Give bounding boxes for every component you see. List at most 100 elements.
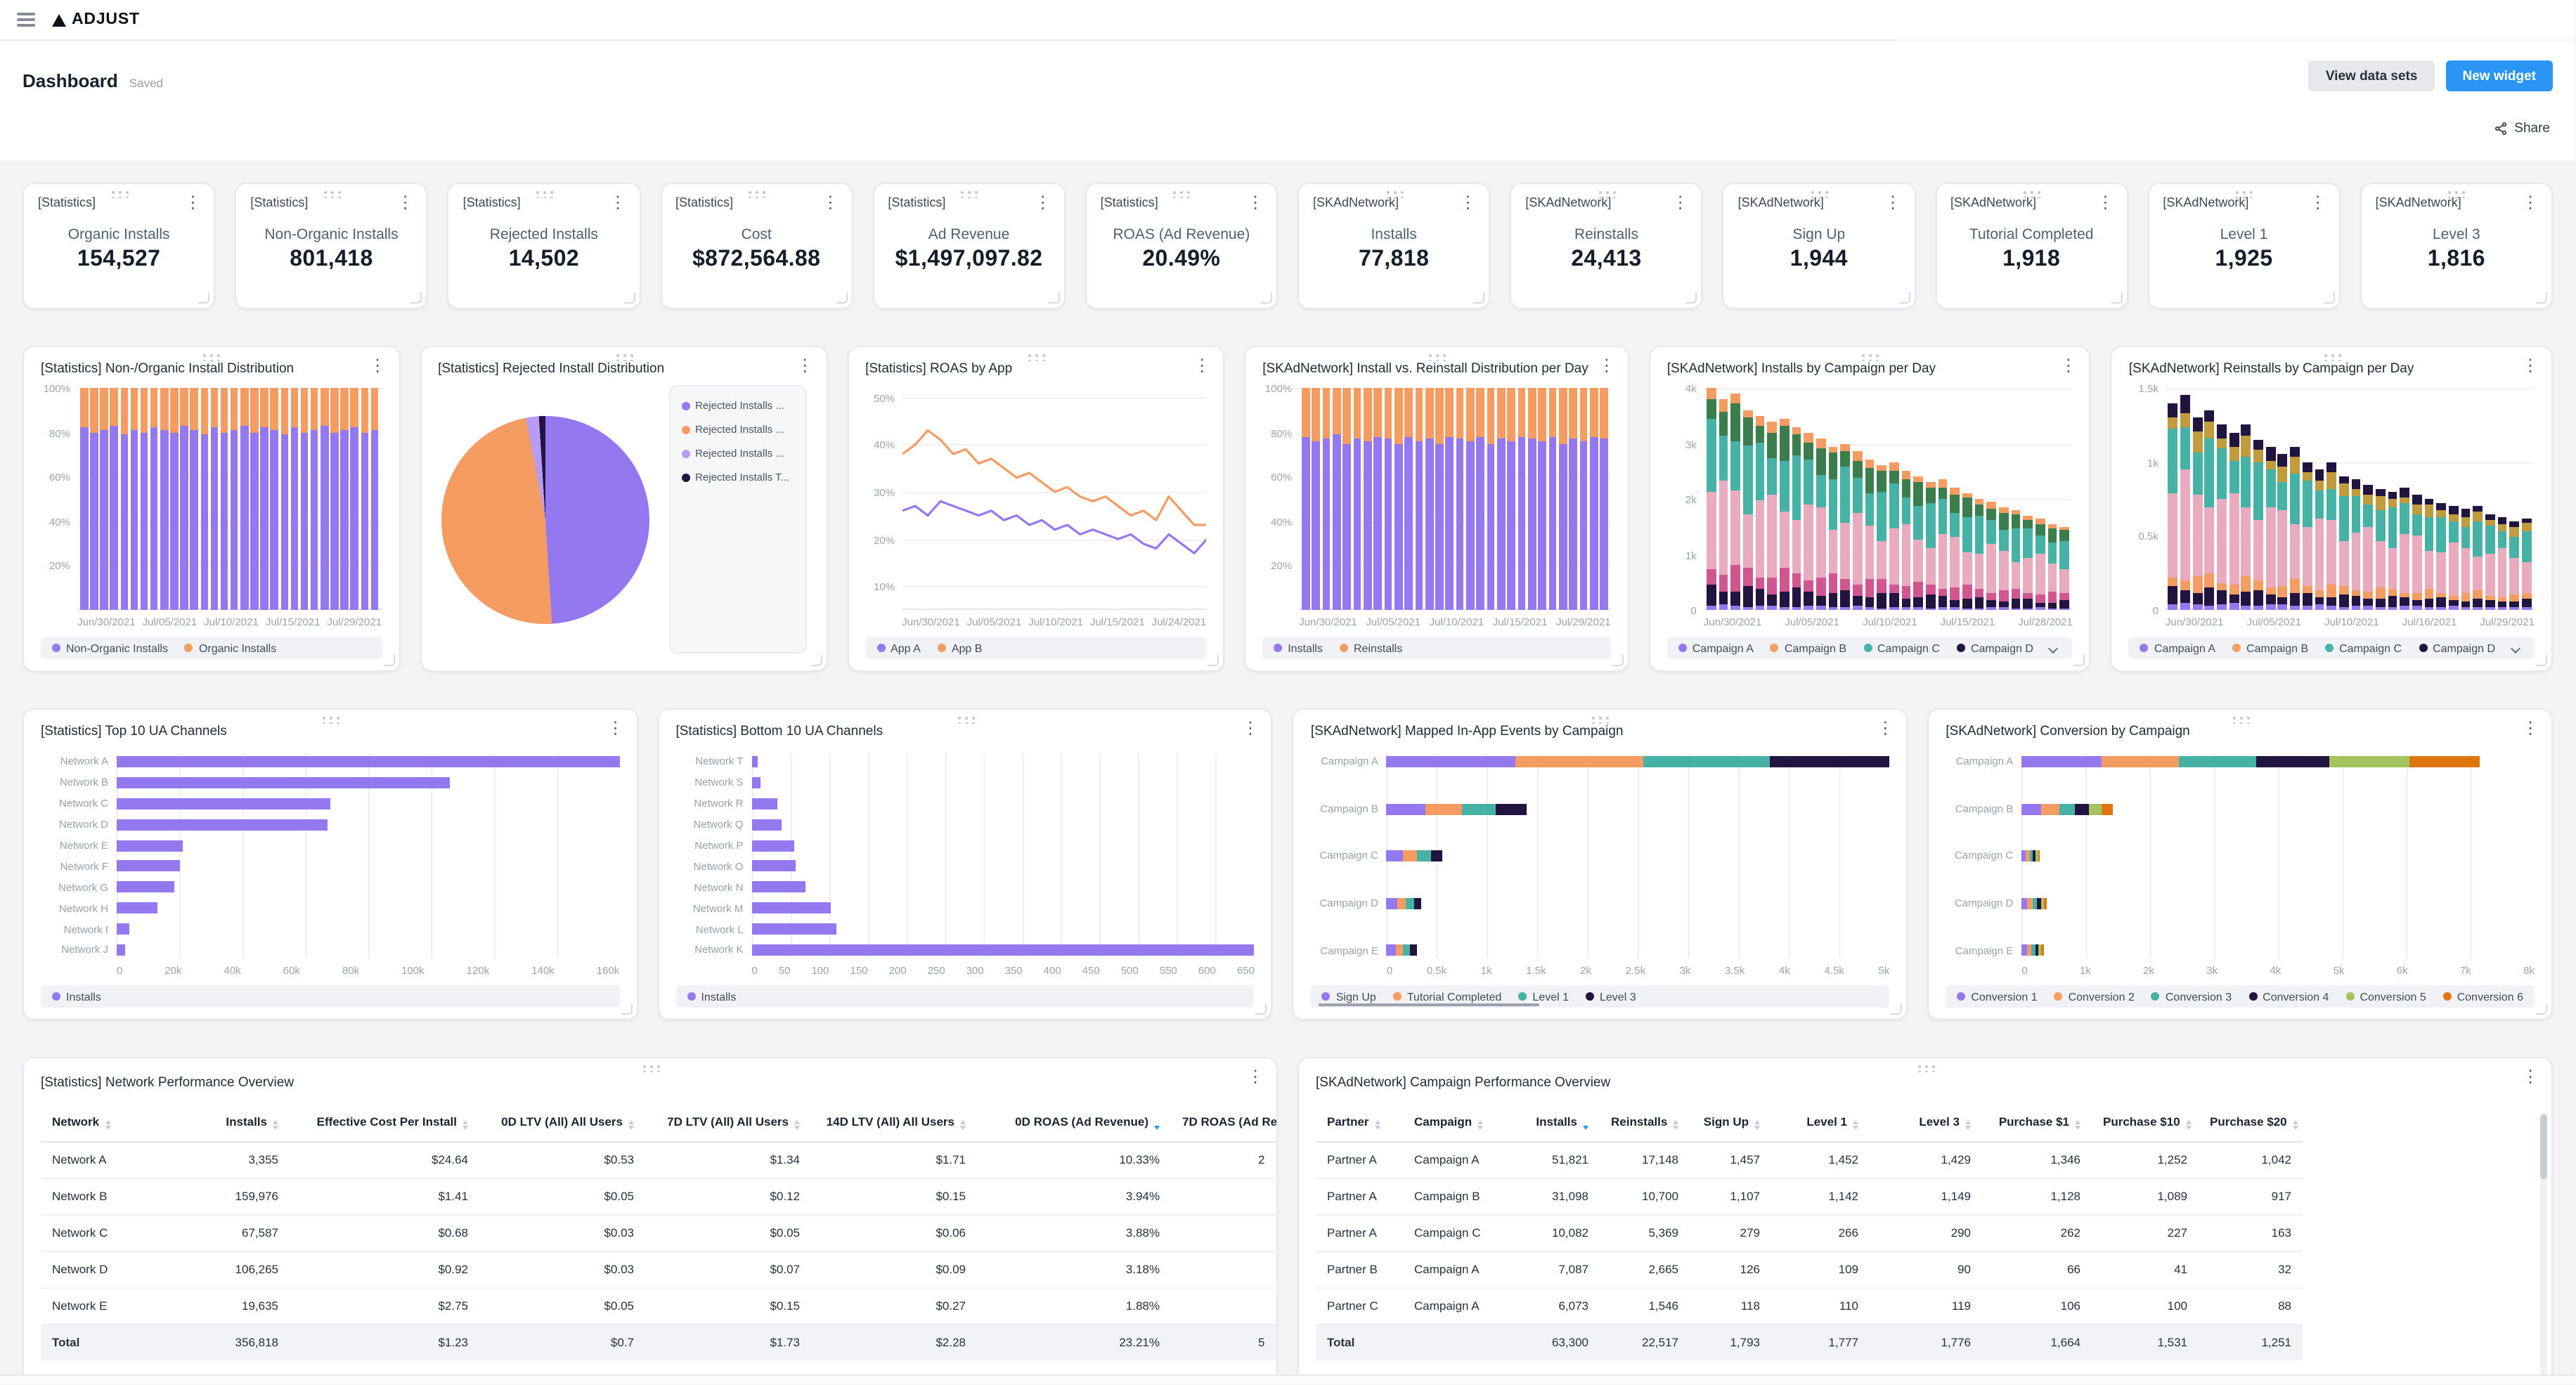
drag-handle[interactable] [1590, 715, 1610, 724]
legend-item[interactable]: Rejected Installs T... [681, 471, 794, 483]
drag-handle[interactable] [109, 190, 129, 198]
legend-item[interactable]: Rejected Installs ... [681, 423, 794, 436]
legend-item[interactable]: Level 1 [1518, 990, 1569, 1003]
legend-item[interactable]: Conversion 2 [2054, 990, 2135, 1003]
drag-handle[interactable] [320, 715, 340, 724]
drag-handle[interactable] [2021, 190, 2042, 198]
drag-handle[interactable] [2446, 190, 2466, 198]
resize-handle[interactable] [1891, 1003, 1903, 1015]
resize-handle[interactable] [1685, 292, 1697, 304]
resize-handle[interactable] [1261, 292, 1272, 304]
legend-item[interactable]: Installs [52, 990, 101, 1003]
card-menu-button[interactable]: ⋮ [1241, 718, 1259, 738]
drag-handle[interactable] [1025, 353, 1046, 361]
column-header[interactable]: 0D LTV (All) All Users [479, 1105, 645, 1142]
card-menu-button[interactable]: ⋮ [1247, 193, 1264, 212]
legend-item[interactable]: Campaign A [2140, 642, 2215, 654]
card-menu-button[interactable]: ⋮ [796, 356, 814, 375]
legend-item[interactable]: Conversion 3 [2151, 990, 2232, 1003]
card-menu-button[interactable]: ⋮ [369, 356, 387, 375]
legend-item[interactable]: Conversion 5 [2345, 990, 2426, 1003]
card-menu-button[interactable]: ⋮ [1247, 1067, 1264, 1086]
legend-item[interactable]: App A [876, 642, 921, 654]
chevron-down-icon[interactable] [2510, 642, 2521, 654]
table-container[interactable]: Partner Campaign Installs Reinstalls Sign Up… [1316, 1105, 2551, 1360]
drag-handle[interactable] [1860, 353, 1880, 361]
column-header[interactable]: Installs [1513, 1105, 1600, 1142]
card-menu-button[interactable]: ⋮ [2059, 356, 2077, 375]
resize-handle[interactable] [810, 655, 822, 666]
card-menu-button[interactable]: ⋮ [396, 193, 414, 212]
column-header[interactable]: Sign Up [1690, 1105, 1771, 1142]
card-menu-button[interactable]: ⋮ [609, 193, 626, 212]
resize-handle[interactable] [1473, 292, 1485, 304]
horizontal-scrollbar[interactable] [0, 1374, 2575, 1384]
resize-handle[interactable] [2536, 655, 2547, 666]
drag-handle[interactable] [955, 715, 976, 724]
column-header[interactable]: Purchase $10 [2092, 1105, 2199, 1142]
card-menu-button[interactable]: ⋮ [1884, 193, 1901, 212]
column-header[interactable]: Purchase $20 [2199, 1105, 2303, 1142]
share-button[interactable]: Share [2493, 121, 2550, 136]
column-header[interactable]: 0D ROAS (Ad Revenue) [977, 1105, 1171, 1142]
adjust-logo[interactable]: ADJUST [52, 11, 140, 28]
resize-handle[interactable] [198, 292, 210, 304]
legend-scrollbar-thumb[interactable] [1319, 1003, 1539, 1006]
drag-handle[interactable] [2322, 353, 2342, 361]
legend-item[interactable]: Rejected Installs ... [681, 447, 794, 460]
legend-item[interactable]: Campaign D [2419, 642, 2495, 654]
drag-handle[interactable] [2230, 715, 2251, 724]
table-container[interactable]: Network Installs Effective Cost Per Instal… [41, 1105, 1276, 1360]
card-menu-button[interactable]: ⋮ [2522, 356, 2539, 375]
card-menu-button[interactable]: ⋮ [2522, 718, 2539, 738]
resize-handle[interactable] [2323, 292, 2335, 304]
legend-item[interactable]: Organic Installs [184, 642, 276, 654]
card-menu-button[interactable]: ⋮ [1459, 193, 1477, 212]
column-header[interactable]: Level 1 [1771, 1105, 1870, 1142]
resize-handle[interactable] [2536, 292, 2547, 304]
resize-handle[interactable] [1255, 1003, 1267, 1015]
chevron-down-icon[interactable] [2048, 642, 2059, 654]
resize-handle[interactable] [1898, 292, 1910, 304]
legend-item[interactable]: Reinstalls [1340, 642, 1402, 654]
card-menu-button[interactable]: ⋮ [607, 718, 624, 738]
resize-handle[interactable] [621, 1003, 633, 1015]
menu-icon[interactable] [17, 13, 35, 27]
column-header[interactable]: Purchase $1 [1982, 1105, 2092, 1142]
new-widget-button[interactable]: New widget [2445, 60, 2553, 91]
resize-handle[interactable] [1208, 655, 1219, 666]
legend-item[interactable]: Campaign C [1863, 642, 1940, 654]
card-menu-button[interactable]: ⋮ [1671, 193, 1689, 212]
card-menu-button[interactable]: ⋮ [1877, 718, 1894, 738]
card-menu-button[interactable]: ⋮ [184, 193, 202, 212]
scrollbar-thumb[interactable] [2540, 1114, 2547, 1179]
resize-handle[interactable] [383, 655, 395, 666]
resize-handle[interactable] [410, 292, 422, 304]
resize-handle[interactable] [1048, 292, 1060, 304]
drag-handle[interactable] [533, 190, 554, 198]
resize-handle[interactable] [836, 292, 848, 304]
drag-handle[interactable] [959, 190, 979, 198]
pie-legend-panel[interactable]: Rejected Installs ... Rejected Installs .… [668, 385, 807, 654]
column-header[interactable]: Reinstalls [1600, 1105, 1690, 1142]
column-header[interactable]: Installs [188, 1105, 290, 1142]
drag-handle[interactable] [1171, 190, 1191, 198]
resize-handle[interactable] [2073, 655, 2085, 666]
resize-handle[interactable] [2111, 292, 2123, 304]
resize-handle[interactable] [1612, 655, 1624, 666]
resize-handle[interactable] [623, 292, 635, 304]
drag-handle[interactable] [1808, 190, 1829, 198]
card-menu-button[interactable]: ⋮ [2522, 193, 2539, 212]
drag-handle[interactable] [1384, 190, 1404, 198]
legend-item[interactable]: Non-Organic Installs [52, 642, 168, 654]
legend-item[interactable]: Campaign B [2232, 642, 2308, 654]
card-menu-button[interactable]: ⋮ [822, 193, 839, 212]
column-header[interactable]: Campaign [1403, 1105, 1513, 1142]
legend-item[interactable]: Tutorial Completed [1392, 990, 1501, 1003]
drag-handle[interactable] [746, 190, 767, 198]
drag-handle[interactable] [640, 1064, 660, 1072]
legend-item[interactable]: Campaign C [2325, 642, 2402, 654]
table-scrollbar[interactable] [2540, 1112, 2547, 1384]
legend-item[interactable]: Installs [687, 990, 736, 1003]
drag-handle[interactable] [1426, 353, 1446, 361]
